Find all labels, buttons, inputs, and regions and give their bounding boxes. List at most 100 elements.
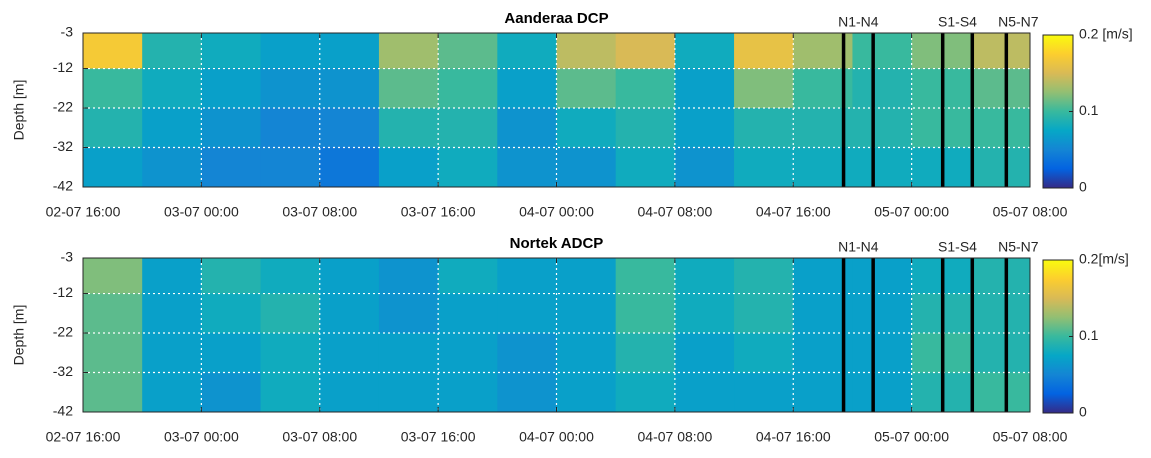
heat-cell — [201, 68, 262, 109]
heat-cell — [201, 108, 262, 149]
event-label: N1-N4 — [838, 14, 879, 30]
heat-cell — [319, 258, 380, 295]
x-tick-label: 04-07 08:00 — [638, 429, 713, 445]
heat-cell — [83, 33, 143, 70]
heat-cell — [852, 33, 913, 70]
heat-cell — [378, 258, 439, 295]
panel-title: Aanderaa DCP — [504, 10, 608, 27]
heat-cell — [734, 33, 794, 70]
heat-cell — [674, 293, 735, 334]
y-tick-label: -3 — [61, 24, 74, 40]
heat-cell — [970, 33, 1031, 70]
heat-cell — [497, 68, 557, 109]
heat-cell — [260, 108, 321, 149]
heat-cell — [674, 333, 735, 374]
heat-cell — [83, 372, 143, 413]
heat-cell — [142, 258, 202, 295]
heat-cell — [674, 108, 735, 149]
x-tick-label: 04-07 08:00 — [638, 204, 713, 220]
heat-cell — [674, 147, 735, 188]
heat-cell — [852, 108, 913, 149]
heat-cell — [970, 108, 1031, 149]
heat-cell — [83, 333, 143, 374]
heat-cell — [438, 258, 498, 295]
y-tick-label: -32 — [53, 138, 73, 154]
heat-cell — [497, 372, 557, 413]
heat-cell — [615, 33, 676, 70]
heat-cell — [734, 372, 794, 413]
heat-cell — [497, 258, 557, 295]
heat-cell — [438, 147, 498, 188]
heat-cell — [734, 68, 794, 109]
heat-cell — [378, 147, 439, 188]
heat-cell — [260, 333, 321, 374]
x-tick-label: 05-07 08:00 — [993, 429, 1068, 445]
heat-cell — [83, 108, 143, 149]
heat-cell — [378, 293, 439, 334]
heat-cell — [378, 372, 439, 413]
plot-frame — [82, 257, 1031, 413]
x-tick-label: 04-07 00:00 — [519, 429, 594, 445]
event-label: N5-N7 — [998, 14, 1039, 30]
colorbar-tick-label: 0 — [1079, 179, 1087, 195]
y-tick-label: -3 — [61, 249, 74, 265]
heat-cell — [142, 108, 202, 149]
x-tick-label: 02-07 16:00 — [46, 204, 121, 220]
heat-cell — [734, 293, 794, 334]
heat-cell — [319, 293, 380, 334]
heat-cell — [615, 372, 676, 413]
heat-cell — [970, 333, 1031, 374]
heat-cell — [201, 33, 262, 70]
x-tick-label: 02-07 16:00 — [46, 429, 121, 445]
y-tick-label: -12 — [53, 284, 73, 300]
heat-cell — [260, 372, 321, 413]
heat-cell — [734, 108, 794, 149]
heat-cell — [970, 147, 1031, 188]
heat-cell — [201, 258, 262, 295]
heat-cell — [497, 33, 557, 70]
heat-cell — [438, 333, 498, 374]
heat-cell — [260, 33, 321, 70]
colorbar-tick-label: 0.2[m/s] — [1079, 251, 1129, 267]
heat-cell — [615, 147, 676, 188]
heat-cell — [615, 108, 676, 149]
heat-cell — [438, 108, 498, 149]
event-label: N1-N4 — [838, 239, 879, 255]
heat-cell — [201, 333, 262, 374]
colorbar-tick-label: 0.1 — [1079, 102, 1099, 118]
heat-cell — [260, 258, 321, 295]
heat-cell — [556, 68, 617, 109]
heat-cell — [319, 33, 380, 70]
heat-cell — [497, 147, 557, 188]
heat-cell — [201, 372, 262, 413]
heat-cell — [852, 333, 913, 374]
heat-cell — [556, 108, 617, 149]
heat-cell — [260, 68, 321, 109]
heat-cell — [674, 372, 735, 413]
y-tick-label: -42 — [53, 403, 73, 419]
heat-cell — [852, 147, 913, 188]
heat-cell — [83, 147, 143, 188]
heat-cell — [615, 333, 676, 374]
heat-cell — [852, 68, 913, 109]
heat-cell — [319, 333, 380, 374]
heat-cell — [497, 333, 557, 374]
heat-cell — [201, 147, 262, 188]
x-tick-label: 03-07 16:00 — [401, 429, 476, 445]
x-tick-label: 05-07 00:00 — [874, 429, 949, 445]
colorbar-tick-label: 0 — [1079, 404, 1087, 420]
heat-cell — [734, 333, 794, 374]
heat-cell — [852, 372, 913, 413]
heat-cell — [260, 293, 321, 334]
heat-cell — [319, 108, 380, 149]
event-label: N5-N7 — [998, 239, 1039, 255]
x-tick-label: 04-07 16:00 — [756, 429, 831, 445]
heat-cell — [556, 333, 617, 374]
heat-cell — [83, 293, 143, 334]
heat-cell — [970, 293, 1031, 334]
heat-cell — [852, 258, 913, 295]
x-tick-label: 04-07 00:00 — [519, 204, 594, 220]
heat-cell — [556, 147, 617, 188]
heat-cell — [497, 293, 557, 334]
